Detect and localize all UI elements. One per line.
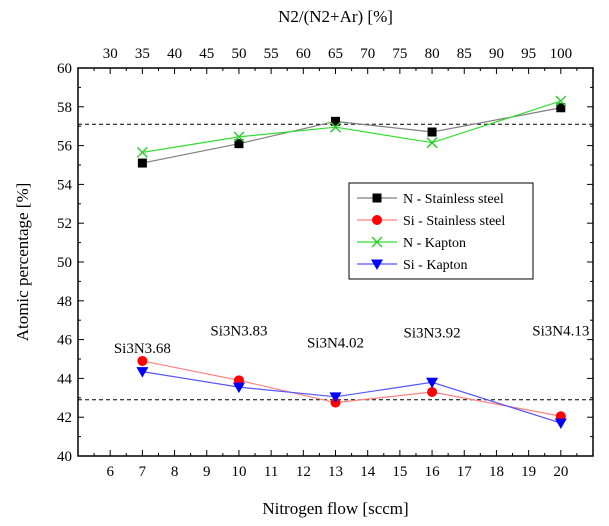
top-tick-label: 65 — [328, 46, 343, 62]
x-tick-label: 20 — [553, 464, 568, 480]
top-tick-label: 45 — [199, 46, 214, 62]
top-tick-label: 40 — [167, 46, 182, 62]
y-tick-label: 40 — [57, 449, 72, 465]
legend-label: Si - Kapton — [403, 258, 468, 273]
top-tick-label: 30 — [103, 46, 118, 62]
annotations: Si3N3.68 Si3N3.83 Si3N4.02 Si3N3.92 Si3N4.13 — [114, 324, 590, 357]
legend-label: N - Kapton — [403, 236, 466, 251]
y-tick-label: 48 — [57, 294, 72, 310]
data-point-n-stainless-steel — [331, 116, 340, 126]
data-point-si-kapton — [329, 392, 342, 403]
x-tick-label: 7 — [139, 464, 147, 480]
x-axis-title: Nitrogen flow [sccm] — [262, 499, 408, 518]
x-tick-label: 6 — [106, 464, 114, 480]
top-tick-label: 60 — [296, 46, 311, 62]
legend-marker — [371, 259, 383, 270]
y-axis-title: Atomic percentage [%] — [13, 183, 32, 342]
y-tick-label: 46 — [57, 333, 73, 349]
data-point-n-kapton — [426, 137, 438, 149]
legend: N - Stainless steel Si - Stainless steel N… — [348, 182, 534, 280]
data-point-n-kapton — [136, 146, 148, 158]
x-tick-label: 19 — [521, 464, 536, 480]
composition-label: Si3N3.83 — [210, 324, 267, 340]
y-tick-label: 54 — [57, 177, 73, 193]
top-tick-label: 95 — [521, 46, 536, 62]
composition-label: Si3N4.02 — [307, 335, 364, 351]
data-point-n-kapton — [329, 121, 342, 133]
x-tick-label: 16 — [425, 464, 441, 480]
composition-label: Si3N4.13 — [532, 324, 589, 340]
y-tick-label: 52 — [57, 216, 72, 232]
legend-label: N - Stainless steel — [403, 192, 504, 207]
legend-label: Si - Stainless steel — [403, 214, 505, 229]
x-tick-label: 9 — [203, 464, 211, 480]
top-tick-label: 75 — [392, 46, 407, 62]
top-axis-title: N2/(N2+Ar) [%] — [278, 7, 393, 26]
x-tick-label: 15 — [392, 464, 407, 480]
data-point-n-stainless-steel — [234, 139, 244, 149]
x-tick-label: 11 — [264, 464, 278, 480]
top-tick-label: 70 — [360, 46, 375, 62]
data-point-si-kapton — [554, 418, 567, 430]
data-point-si-kapton — [426, 377, 439, 389]
top-tick-label: 55 — [264, 46, 279, 62]
composition-label: Si3N3.68 — [114, 341, 171, 357]
top-tick-label: 50 — [231, 46, 246, 62]
data-point-si-kapton — [232, 382, 245, 394]
top-tick-label: 35 — [135, 46, 150, 62]
top-tick-label: 90 — [489, 46, 504, 62]
x-tick-label: 8 — [171, 464, 179, 480]
data-point-si-stainless-steel — [427, 386, 438, 397]
y-tick-label: 60 — [57, 61, 72, 77]
y-tick-label: 44 — [57, 371, 73, 387]
top-tick-label: 80 — [425, 46, 440, 62]
y-tick-label: 42 — [57, 410, 72, 426]
data-point-n-stainless-steel — [556, 103, 566, 113]
reference-lines — [78, 123, 593, 401]
x-tick-label: 17 — [457, 464, 473, 480]
data-point-n-kapton — [233, 131, 245, 143]
composition-label: Si3N3.92 — [404, 326, 461, 342]
x-tick-label: 12 — [296, 464, 311, 480]
legend-marker — [372, 215, 382, 225]
x-tick-label: 18 — [489, 464, 504, 480]
data-point-si-kapton — [136, 367, 149, 378]
x-tick-label: 13 — [328, 464, 343, 480]
data-point-n-kapton — [555, 95, 567, 107]
top-tick-label: 100 — [550, 46, 573, 62]
data-point-n-stainless-steel — [137, 158, 147, 168]
legend-marker — [372, 193, 382, 203]
series-layer — [136, 95, 567, 430]
x-tick-label: 10 — [231, 464, 246, 480]
y-tick-label: 50 — [57, 255, 72, 271]
top-tick-label: 85 — [457, 46, 472, 62]
data-point-si-stainless-steel — [137, 355, 148, 366]
legend-marker — [371, 236, 383, 248]
y-tick-label: 58 — [57, 100, 72, 116]
y-tick-label: 56 — [57, 139, 73, 155]
axes: 6 7 8 9 10 11 12 13 14 15 16 17 18 19 20 30 35 40 45 50 55 60… — [57, 46, 593, 480]
x-tick-label: 14 — [360, 464, 376, 480]
data-point-n-stainless-steel — [427, 127, 437, 137]
